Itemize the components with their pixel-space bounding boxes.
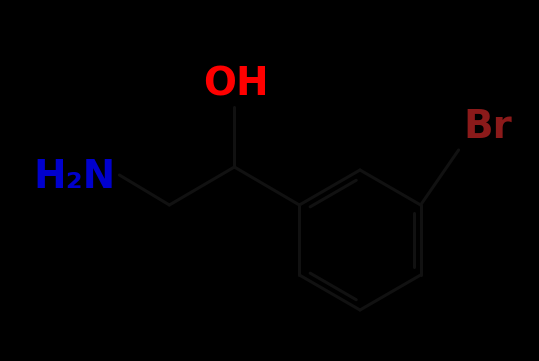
Text: H₂N: H₂N bbox=[33, 158, 115, 196]
Text: OH: OH bbox=[204, 65, 269, 103]
Text: Br: Br bbox=[464, 108, 513, 146]
